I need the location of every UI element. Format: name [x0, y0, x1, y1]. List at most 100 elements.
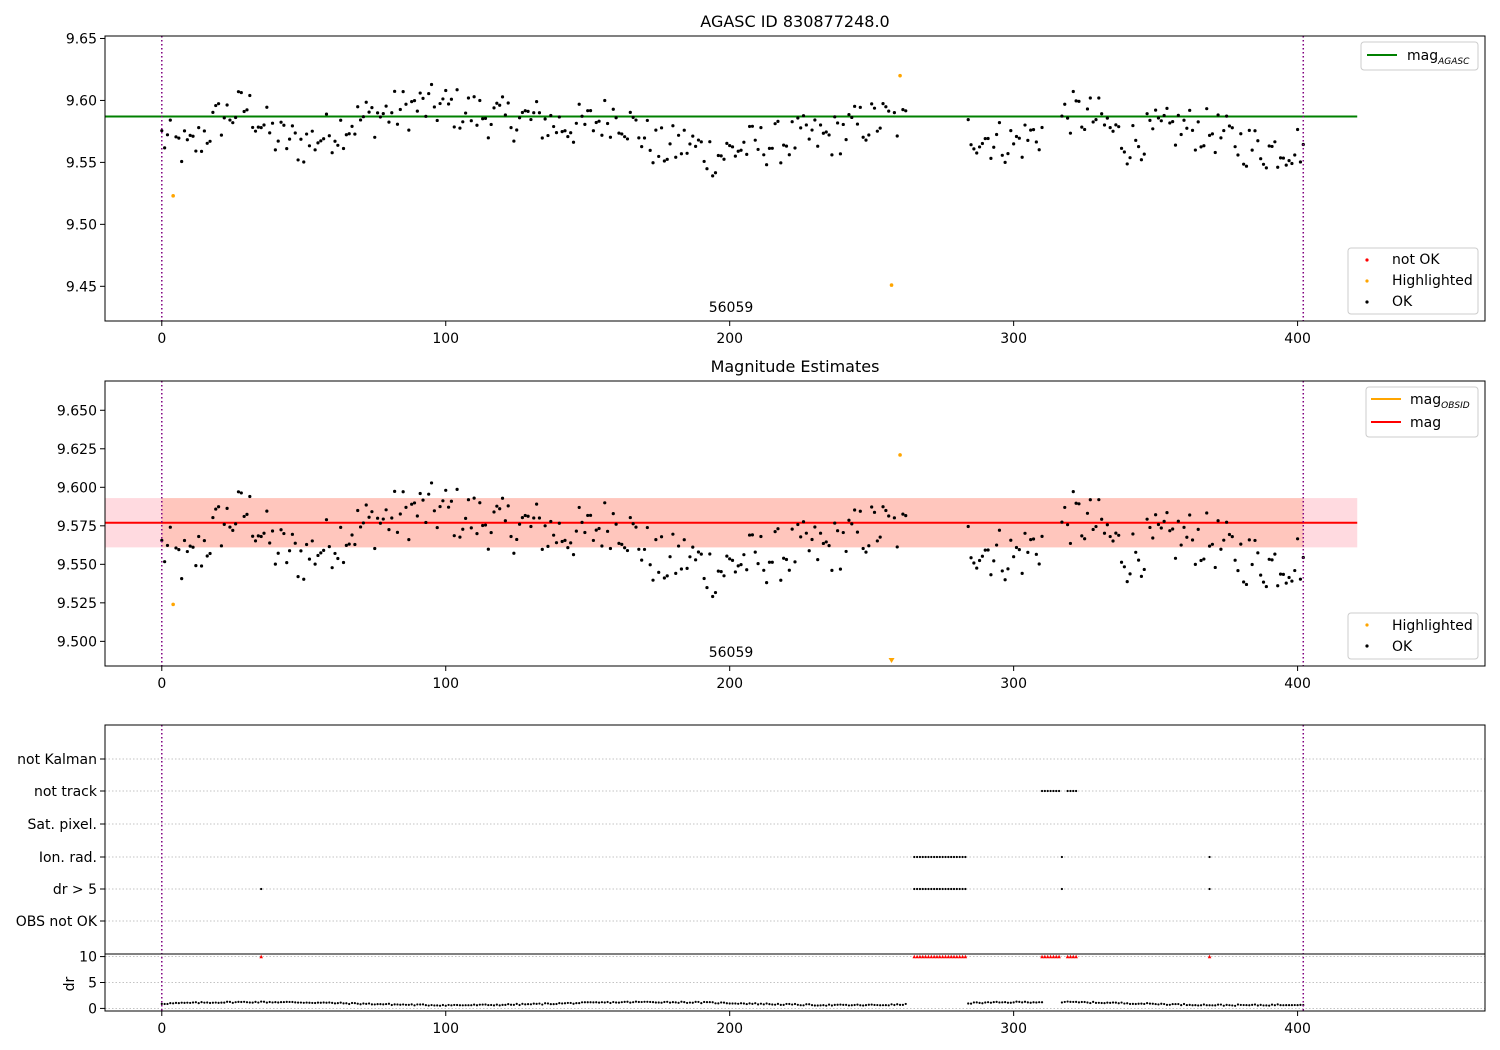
dr-point — [225, 1000, 229, 1003]
dr-point — [282, 1000, 285, 1004]
dr-point — [646, 1000, 649, 1003]
dr-clipped-marker — [918, 954, 922, 959]
data-point-ok — [302, 577, 306, 581]
data-point-ok — [1029, 128, 1033, 132]
data-point-ok — [1131, 532, 1135, 536]
data-point-ok — [651, 161, 655, 165]
dr-point — [734, 1002, 737, 1005]
data-point-ok — [569, 541, 573, 545]
dr-point — [299, 1001, 303, 1004]
dr-point — [705, 1001, 709, 1004]
dr-point — [881, 1004, 885, 1007]
dr-clipped-marker — [920, 954, 925, 959]
dr-point — [214, 1001, 217, 1004]
data-point-ok — [248, 494, 252, 499]
dr-point — [265, 1001, 268, 1004]
data-point-ok — [273, 148, 277, 152]
data-point-ok — [901, 512, 905, 516]
data-point-ok — [378, 521, 383, 525]
dr-point — [285, 1000, 288, 1003]
dr-clipped-marker — [1043, 954, 1047, 959]
data-point-ok — [750, 533, 755, 537]
dr-point — [328, 1001, 331, 1004]
dr-point — [172, 1002, 175, 1005]
x-tick-label: 400 — [1284, 331, 1311, 347]
data-point-ok — [361, 521, 365, 525]
estimates-point-legend-box — [1347, 612, 1479, 660]
dr-point — [1248, 1004, 1251, 1007]
dr-point — [228, 1000, 232, 1003]
dr-point — [1216, 1003, 1220, 1006]
data-point-ok — [461, 120, 465, 124]
data-point-ok — [844, 138, 848, 142]
data-point-ok — [1239, 542, 1243, 546]
data-point-ok — [864, 138, 868, 142]
data-point-ok — [739, 563, 743, 567]
data-point-ok — [529, 117, 533, 122]
data-point-ok — [199, 149, 204, 153]
data-point-ok — [410, 502, 414, 506]
flag-point — [947, 887, 950, 891]
data-point-ok — [307, 557, 312, 561]
data-point-ok — [481, 117, 485, 121]
dr-point — [984, 1001, 987, 1004]
data-point-ok — [1088, 96, 1092, 100]
data-point-ok — [245, 512, 249, 516]
data-point-ok — [847, 112, 851, 117]
data-point-ok — [466, 498, 471, 502]
data-point-ok — [520, 110, 525, 115]
flag-point — [1072, 789, 1075, 793]
data-point-ok — [1165, 106, 1169, 110]
dr-point — [972, 1001, 975, 1004]
dr-point — [1006, 1001, 1010, 1004]
data-point-ok — [435, 118, 439, 123]
dr-point — [765, 1002, 768, 1005]
dr-point — [776, 1002, 780, 1005]
data-point-ok — [472, 496, 476, 500]
dr-point — [1092, 1000, 1095, 1003]
flag-point — [1057, 789, 1061, 793]
data-point-ok — [864, 550, 868, 554]
data-point-ok — [583, 122, 587, 127]
data-point-ok — [1111, 539, 1115, 543]
data-point-ok — [199, 564, 204, 568]
data-point-ok — [674, 571, 678, 575]
data-point-ok — [830, 568, 834, 572]
dr-point — [620, 1001, 623, 1004]
y-tick-label: 9.550 — [57, 557, 97, 573]
data-point-ok — [1097, 96, 1101, 100]
dr-point — [1293, 1003, 1296, 1007]
x-tick-label: 200 — [716, 676, 743, 692]
data-point-ok — [398, 107, 402, 112]
data-point-ok — [1122, 150, 1126, 154]
data-point-ok — [699, 552, 703, 556]
data-point-ok — [367, 110, 371, 114]
data-point-ok — [1020, 571, 1024, 575]
data-point-ok — [685, 151, 689, 155]
data-point-ok — [1077, 502, 1081, 506]
data-point-ok — [571, 553, 576, 557]
data-point-ok — [762, 153, 766, 157]
data-point-ok — [520, 516, 525, 520]
dr-point — [700, 1001, 703, 1005]
data-point-ok — [1267, 144, 1271, 148]
data-point-ok — [634, 118, 638, 122]
dr-point — [532, 1002, 535, 1005]
data-point-ok — [694, 144, 698, 148]
dr-point — [1262, 1004, 1265, 1007]
data-point-ok — [1017, 136, 1021, 140]
data-point-ok — [197, 534, 201, 539]
data-point-ok — [855, 530, 860, 534]
y-tick-label: 9.55 — [66, 155, 97, 171]
data-point-ok — [305, 132, 309, 136]
dr-point — [495, 1003, 498, 1006]
dr-tick-label: 5 — [88, 976, 97, 992]
data-point-ok — [262, 531, 266, 535]
dr-point — [1197, 1004, 1200, 1007]
data-point-ok — [242, 514, 246, 519]
data-point-ok — [424, 520, 428, 525]
data-point-ok — [339, 525, 343, 529]
dr-point — [1287, 1004, 1291, 1007]
flag-point — [935, 887, 939, 891]
data-point-ok — [986, 136, 990, 141]
